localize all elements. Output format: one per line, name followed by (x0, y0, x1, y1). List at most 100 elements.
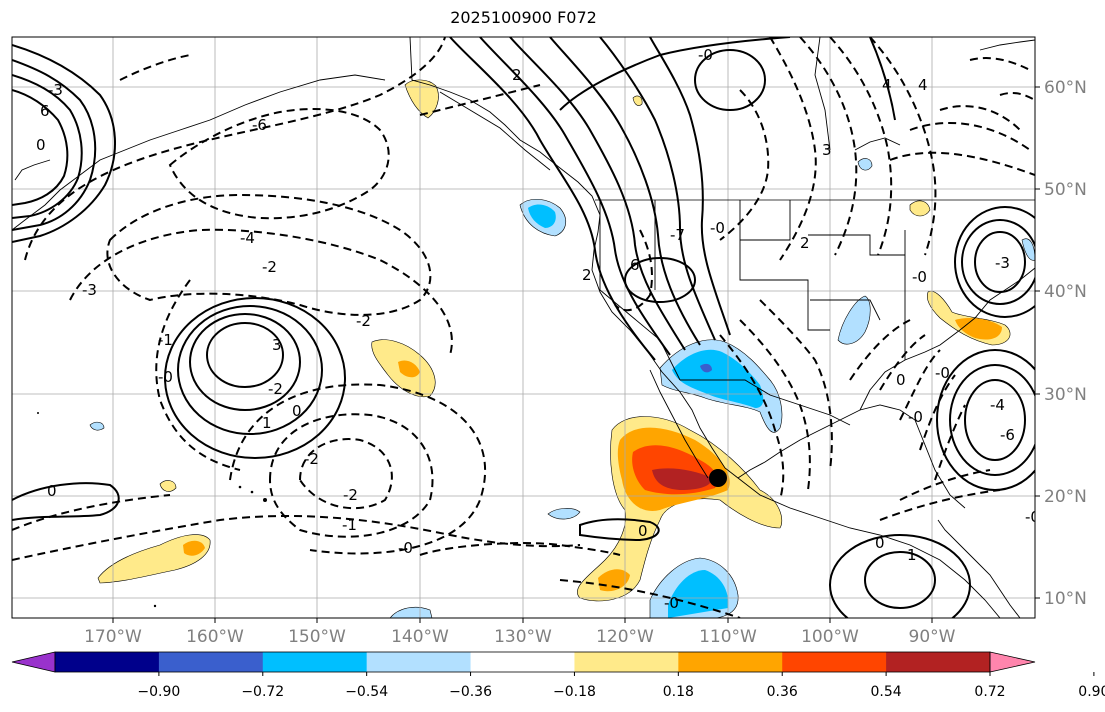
shade-misc-light-2 (89, 421, 105, 431)
islands (37, 412, 267, 608)
colorbar-tick-label: −0.72 (241, 684, 284, 700)
contour-label: 2 (512, 66, 522, 84)
lat-label: 40°N (1044, 282, 1087, 302)
colorbar-segment (158, 652, 264, 672)
shade-hawaii-mid (183, 540, 205, 556)
contour-label: 6 (40, 102, 50, 120)
shade-east-mid (955, 318, 1002, 340)
contour-label: -3 (995, 254, 1010, 272)
lon-label: 170°W (84, 627, 142, 647)
shade-wa-mid (528, 204, 556, 228)
contour-label: -1 (342, 516, 357, 534)
colorbar-extend-high (989, 651, 1036, 673)
colorbar-tick-label: −0.54 (345, 684, 388, 700)
shade-sw-strong (700, 363, 712, 373)
colorbar-tick-label: −0.36 (449, 684, 492, 700)
contour-label: -6 (1000, 426, 1015, 444)
contour-label: 0 (36, 136, 46, 154)
colorbar-segment (55, 652, 160, 672)
longitude-labels: 170°W 160°W 150°W 140°W 130°W 120°W 110°… (84, 627, 956, 647)
shade-pac-mid (398, 360, 420, 378)
latitude-labels: 60°N 50°N 40°N 30°N 20°N 10°N (1044, 78, 1087, 609)
lon-label: 130°W (494, 627, 552, 647)
contour-label: 4 (918, 76, 928, 94)
contour-label: -0 (710, 219, 725, 237)
lat-label: 20°N (1044, 487, 1087, 507)
contour-label: 2 (800, 234, 810, 252)
contour-label: -4 (240, 229, 255, 247)
contour-label: 0 (896, 371, 906, 389)
colorbar-tick-label: 0.72 (974, 684, 1005, 700)
shade-canada-light (857, 158, 873, 171)
contour-label: 0 (875, 534, 885, 552)
contours-negative (12, 37, 1035, 618)
storm-center-marker (709, 469, 727, 487)
contour-label: -2 (343, 486, 358, 504)
contour-label: -0 (908, 408, 923, 426)
lat-label: 30°N (1044, 385, 1087, 405)
contour-label: -6 (252, 116, 267, 134)
contour-label: -2 (356, 312, 371, 330)
contour-label: -3 (48, 81, 63, 99)
colorbar-tick-label: −0.90 (137, 684, 180, 700)
contour-label: -4 (990, 396, 1005, 414)
lat-label: 10°N (1044, 589, 1087, 609)
map-background (12, 37, 1035, 618)
colorbar-tick-label: −0.18 (553, 684, 596, 700)
contour-label: -0 (912, 268, 927, 286)
colorbar: −0.90 −0.72 −0.54 −0.36 −0.18 0.18 0.36 0.54 0.7… (11, 651, 1105, 700)
contour-label: -3 (82, 281, 97, 299)
colorbar-tick-label: 0.36 (767, 684, 798, 700)
contour-label: -0 (158, 368, 173, 386)
colorbar-segment (574, 652, 679, 672)
contour-label: -0 (398, 539, 413, 557)
colorbar-tick-label: 0.90 (1078, 684, 1105, 700)
lon-label: 150°W (288, 627, 346, 647)
shade-hawaii-light (97, 534, 211, 584)
contour-label: -2 (262, 258, 277, 276)
contour-label: 6 (630, 256, 640, 274)
lat-label: 60°N (1044, 78, 1087, 98)
contour-label: -0 (1025, 508, 1040, 526)
contour-label: 0 (292, 402, 302, 420)
colorbar-segment (678, 652, 783, 672)
lon-label: 120°W (596, 627, 654, 647)
axis-ticks (112, 86, 1040, 623)
shade-misc-light-3 (389, 606, 433, 618)
shade-baja-max (652, 468, 712, 490)
colorbar-segment (366, 652, 472, 672)
contour-label: 1 (907, 546, 917, 564)
shade-misc-light-1 (547, 508, 581, 520)
contour-label: 3 (822, 141, 832, 159)
shade-sw-mid (672, 349, 764, 408)
shade-ec-light (1021, 238, 1035, 261)
contour-label: 3 (272, 336, 282, 354)
contour-label: -2 (268, 380, 283, 398)
colorbar-border (54, 651, 991, 673)
lon-label: 110°W (699, 627, 757, 647)
shade-glakes-light (909, 200, 931, 217)
colorbar-tick-label: 0.18 (663, 684, 694, 700)
lon-label: 90°W (909, 627, 956, 647)
contour-label: 4 (882, 76, 892, 94)
shade-misc-pos-2 (632, 95, 643, 106)
colorbar-segment (886, 652, 991, 672)
contour-label: -0 (664, 594, 679, 612)
contour-labels: 2 4 -3 6 0 -6 -4 -2 -3 -2 3 -2 1 0 -1 -0… (36, 46, 1040, 612)
shading-layer (89, 79, 1035, 618)
map-content: 2 4 -3 6 0 -6 -4 -2 -3 -2 3 -2 1 0 -1 -0… (12, 37, 1040, 618)
colorbar-tick-label: 0.54 (871, 684, 902, 700)
contour-label: -1 (158, 331, 173, 349)
contour-label: -0 (935, 364, 950, 382)
shade-misc-pos-1 (159, 480, 177, 492)
colorbar-segment (262, 652, 368, 672)
contour-label: 1 (262, 414, 272, 432)
colorbar-segment (782, 652, 887, 672)
contour-label: -7 (670, 226, 685, 244)
lon-label: 160°W (186, 627, 244, 647)
contour-label: 0 (47, 482, 57, 500)
contour-label: -2 (304, 450, 319, 468)
colorbar-segment (470, 652, 575, 672)
lon-label: 140°W (391, 627, 449, 647)
